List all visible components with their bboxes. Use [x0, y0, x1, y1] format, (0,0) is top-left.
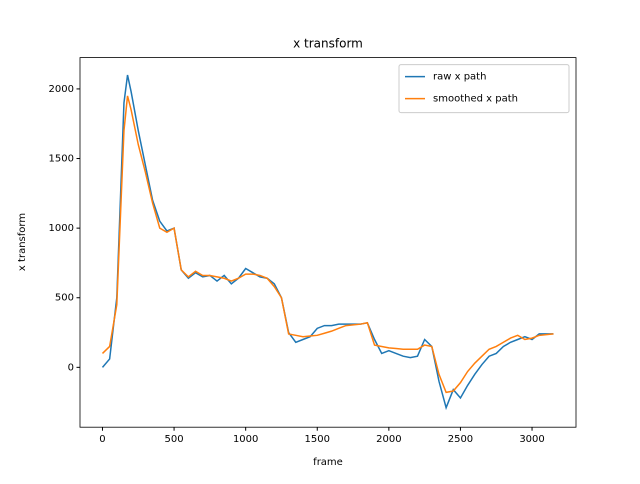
y-tick-label: 0	[68, 362, 74, 373]
y-tick-label: 2000	[49, 84, 74, 95]
legend-box	[398, 64, 570, 114]
x-tick-label: 2000	[376, 434, 401, 445]
x-tick-label: 2500	[448, 434, 473, 445]
legend-label: smoothed x path	[433, 94, 518, 105]
line	[101, 95, 554, 394]
y-tick-label: 1000	[49, 223, 74, 234]
x-tick-label: 0	[99, 434, 105, 445]
chart-title: x transform	[293, 37, 363, 51]
y-axis-label: x transform	[17, 213, 28, 271]
legend-label: raw x path	[433, 72, 486, 83]
y-tick-label: 500	[55, 293, 74, 304]
plot-frame	[79, 57, 577, 428]
x-tick-label: 3000	[519, 434, 544, 445]
x-tick-label: 1500	[305, 434, 330, 445]
x-axis-label: frame	[313, 457, 343, 468]
x-tick-label: 1000	[233, 434, 258, 445]
x-tick-label: 500	[165, 434, 184, 445]
y-tick-label: 1500	[49, 154, 74, 165]
